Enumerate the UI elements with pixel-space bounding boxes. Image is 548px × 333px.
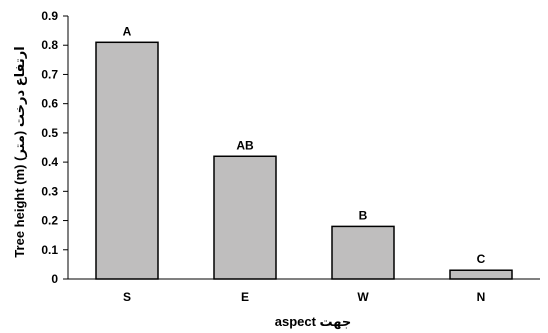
- x-tick-label: E: [241, 290, 249, 304]
- bars-group: [95, 41, 513, 280]
- bar-significance-label: A: [123, 24, 132, 38]
- y-tick-label: 0.6: [41, 97, 58, 111]
- bar-significance-label: C: [477, 252, 486, 266]
- y-tick-label: 0.8: [41, 38, 58, 52]
- y-tick-label: 0.1: [41, 243, 58, 257]
- bar-significance-label: B: [359, 208, 368, 222]
- y-axis-title: Tree height (m) ارتفاع درخت (متر): [12, 46, 27, 257]
- y-tick-label: 0.2: [41, 214, 58, 228]
- bar-labels-group: A AB B C: [123, 24, 486, 266]
- bar-n: [449, 269, 513, 280]
- y-tick-label: 0.9: [41, 9, 58, 23]
- x-tick-label: S: [123, 290, 131, 304]
- bar-significance-label: AB: [236, 138, 254, 152]
- bar-w: [331, 225, 395, 280]
- y-tick-label: 0.3: [41, 184, 58, 198]
- y-tick-label: 0.5: [41, 126, 58, 140]
- y-axis-ticks: 0 0.1 0.2 0.3 0.4 0.5 0.6 0.7 0.8 0.9: [41, 9, 68, 286]
- x-axis-title: جهت aspect: [275, 314, 352, 329]
- y-tick-label: 0.7: [41, 67, 58, 81]
- bar-s: [95, 41, 159, 280]
- y-tick-label: 0: [51, 272, 58, 286]
- x-tick-label: N: [477, 290, 486, 304]
- y-tick-label: 0.4: [41, 155, 58, 169]
- x-tick-label: W: [357, 290, 369, 304]
- bar-e: [213, 155, 277, 280]
